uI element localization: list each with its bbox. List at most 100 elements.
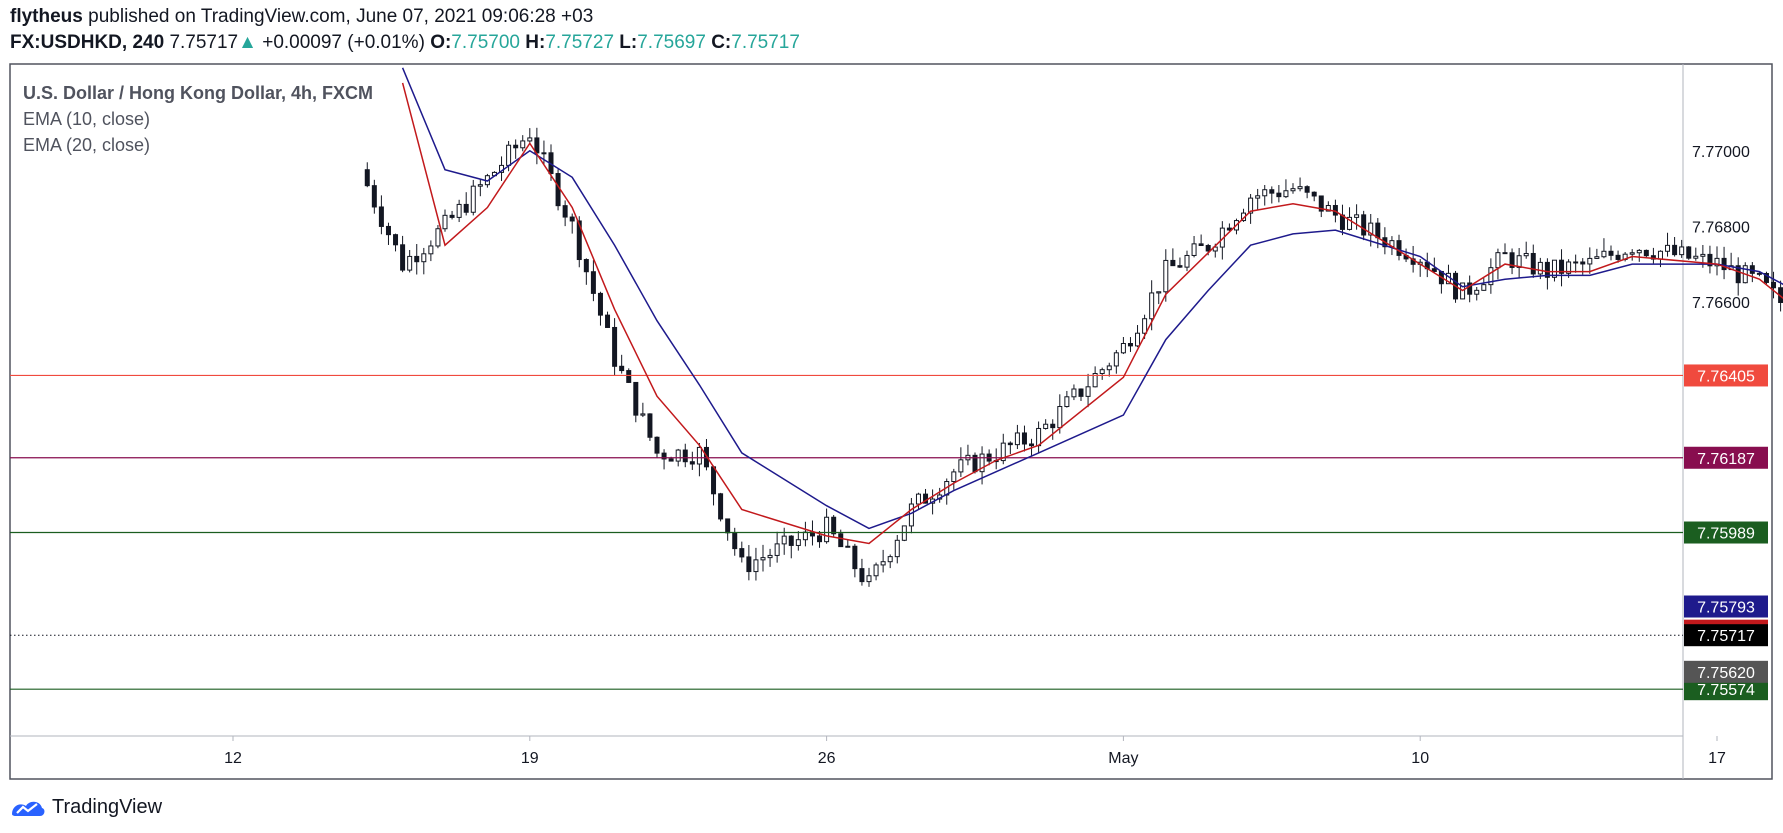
- candle-body: [555, 173, 561, 207]
- x-tick-label-0: 12: [224, 750, 242, 767]
- candle-body: [802, 531, 808, 541]
- candle-body: [400, 244, 406, 271]
- candle-body: [605, 314, 611, 328]
- candle-body: [1587, 257, 1593, 265]
- candle-body: [1276, 192, 1282, 198]
- candle-body: [470, 185, 476, 213]
- open-label: O:: [430, 32, 452, 53]
- x-tick-label-2: 26: [818, 750, 836, 767]
- candle-body: [1735, 265, 1741, 284]
- candle-body: [725, 518, 731, 534]
- y-tick-label-0: 7.77000: [1692, 144, 1750, 161]
- candle-body: [958, 459, 964, 473]
- open-value: 7.75700: [451, 32, 520, 53]
- candle-body: [1643, 249, 1649, 257]
- candle-body: [1544, 261, 1550, 278]
- x-tick-label-4: 10: [1411, 750, 1429, 767]
- candle-body: [590, 271, 596, 294]
- candle-body: [1127, 343, 1133, 347]
- candle-body: [1170, 259, 1176, 267]
- candle-body: [1693, 255, 1699, 259]
- candle-body: [1120, 343, 1126, 354]
- candle-body: [1474, 289, 1480, 295]
- candle-body: [1566, 261, 1572, 274]
- tradingview-logo-icon: [12, 801, 45, 816]
- candle-body: [456, 203, 462, 218]
- candle-body: [774, 543, 780, 556]
- price-label-box-6: [1684, 624, 1768, 647]
- candle-body: [1071, 388, 1077, 398]
- price-label-7: 7.75620: [1697, 665, 1755, 682]
- ema20-line[interactable]: [401, 67, 1783, 607]
- candle-body: [852, 545, 858, 570]
- price-label-box-4: [1684, 595, 1768, 618]
- footer: TradingView: [10, 793, 162, 821]
- ema10-line[interactable]: [401, 82, 1783, 631]
- candle-body: [1191, 243, 1197, 256]
- price-label-box-7: [1684, 660, 1768, 683]
- candle-body: [428, 245, 434, 255]
- candle-body: [506, 144, 512, 166]
- candle-body: [442, 214, 448, 230]
- close-label: C:: [711, 32, 732, 53]
- published-text: published on TradingView.com, June 07, 2…: [88, 6, 594, 27]
- candle-body: [1551, 259, 1557, 278]
- candle-body: [951, 471, 957, 483]
- candle-body: [859, 568, 865, 583]
- candle-body: [527, 137, 533, 142]
- candle-body: [1361, 214, 1367, 236]
- candle-body: [1580, 261, 1586, 265]
- candle-body: [1771, 281, 1777, 289]
- candle-body: [569, 216, 575, 222]
- candle-body: [378, 206, 384, 227]
- legend-ema10[interactable]: EMA (10, close): [23, 109, 151, 129]
- candle-body: [817, 535, 823, 543]
- candle-body: [1636, 249, 1642, 254]
- candle-body: [1092, 373, 1098, 388]
- candle-body: [1537, 261, 1543, 275]
- last-price: 7.75717: [169, 32, 239, 53]
- tradingview-brand[interactable]: TradingView: [52, 795, 163, 818]
- candle-body: [1255, 195, 1261, 199]
- candle-body: [647, 413, 653, 438]
- candle-body: [746, 556, 752, 573]
- candle-body: [1354, 214, 1360, 218]
- candle-body: [696, 446, 702, 465]
- candle-body: [421, 253, 427, 263]
- candle-body: [1078, 388, 1084, 397]
- candle-body: [1149, 292, 1155, 320]
- candle-body: [1050, 423, 1056, 429]
- candle-body: [1700, 253, 1706, 257]
- candle-body: [449, 214, 455, 218]
- legend-ema20[interactable]: EMA (20, close): [23, 135, 151, 155]
- legend-title[interactable]: U.S. Dollar / Hong Kong Dollar, 4h, FXCM: [23, 83, 374, 103]
- candle-body: [1163, 259, 1169, 293]
- candle-body: [1509, 252, 1515, 268]
- candle-body: [908, 503, 914, 527]
- candle-body: [767, 554, 773, 559]
- candle-body: [1559, 259, 1565, 274]
- candle-body: [682, 449, 688, 463]
- candle-body: [1679, 246, 1685, 256]
- candle-body: [795, 539, 801, 546]
- candle-body: [1375, 222, 1381, 239]
- candle-body: [788, 535, 794, 546]
- price-label-4: 7.75793: [1697, 600, 1755, 617]
- author-name[interactable]: flytheus: [10, 6, 83, 27]
- price-label-box-0: [1684, 364, 1768, 387]
- candle-body: [1297, 186, 1303, 190]
- candle-body: [1756, 272, 1762, 275]
- axes: 7.770007.768007.76600121926May101724Jun7…: [224, 144, 1768, 767]
- candle-body: [1481, 284, 1487, 291]
- candle-body: [1290, 188, 1296, 192]
- candle-body: [1184, 254, 1190, 268]
- candle-body: [1657, 250, 1663, 260]
- candle-body: [880, 561, 886, 566]
- candle-body: [1665, 244, 1671, 252]
- candle-body: [1347, 216, 1353, 230]
- candles: [364, 127, 1783, 587]
- candle-body: [407, 255, 413, 271]
- price-label-box-3: [1684, 678, 1768, 701]
- x-tick-label-3: May: [1108, 750, 1138, 767]
